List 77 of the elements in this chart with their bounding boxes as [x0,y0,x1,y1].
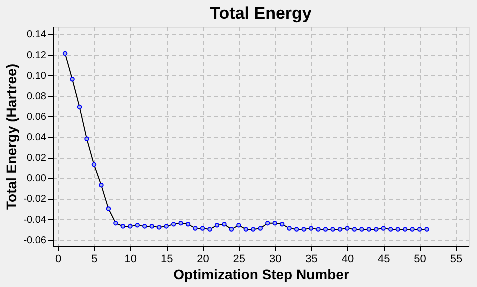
point [106,206,112,212]
x-tick-label: 45 [378,254,390,266]
point [294,227,300,232]
point [214,223,220,228]
x-tick-label: 55 [450,254,463,266]
point [302,227,306,232]
point [156,225,162,230]
point [150,224,154,229]
point [70,77,75,82]
y-tick-label: 0.00 [27,174,47,185]
point [287,226,292,231]
x-tick-label: 35 [306,254,318,266]
y-tick-label: -0.06 [24,235,47,246]
x-tick-label: 5 [92,254,98,266]
point [396,227,400,232]
point [193,226,198,231]
x-tick-label: 30 [269,254,282,266]
y-tick-label: 0.12 [27,50,47,62]
point [142,224,148,229]
point [114,221,118,226]
x-tick-label: 15 [160,254,174,266]
point [84,136,90,142]
point [208,227,212,232]
y-tick-label: 0.04 [27,132,47,144]
point [222,222,227,227]
point [410,227,415,232]
point [244,227,249,232]
point [135,223,140,228]
point [99,182,104,188]
point [316,227,321,232]
y-tick-label: 0.06 [27,112,47,123]
x-tick-label: 50 [414,254,426,266]
point [258,226,264,231]
x-tick-label: 25 [233,254,246,266]
y-tick-label: -0.04 [24,214,47,226]
point [352,227,358,232]
point [92,162,97,168]
x-tick-label: 40 [342,254,354,266]
point [128,224,133,229]
point [402,227,408,232]
point [424,227,430,232]
y-tick-label: 0.14 [27,30,47,41]
point [366,227,372,232]
point [120,224,126,229]
point [330,227,336,232]
point [388,227,394,232]
point [178,221,184,226]
x-axis-title: Optimization Step Number [174,266,350,282]
y-tick-label: 0.08 [27,91,47,102]
point [417,227,422,232]
point [345,226,350,231]
y-tick-label: 0.10 [27,70,47,82]
point [229,227,234,232]
point [323,227,328,232]
y-tick-label: 0.02 [27,153,47,164]
x-tick-label: 10 [124,254,138,266]
point [308,226,314,231]
point [360,227,364,232]
chart-title: Total Energy [210,4,312,23]
x-tick-label: 0 [56,254,62,266]
point [186,222,191,227]
point [280,222,285,227]
y-tick-label: -0.02 [24,194,47,206]
point [251,227,256,232]
point [236,223,242,228]
point [62,51,68,56]
point [200,226,206,231]
point [374,227,379,232]
point [272,221,278,226]
point [171,222,176,227]
point [77,104,82,110]
point [338,227,343,232]
y-axis-title: Total Energy (Hartree) [4,64,20,210]
x-tick-label: 20 [197,254,210,266]
point [164,224,169,229]
point [266,221,270,226]
point [381,226,386,231]
